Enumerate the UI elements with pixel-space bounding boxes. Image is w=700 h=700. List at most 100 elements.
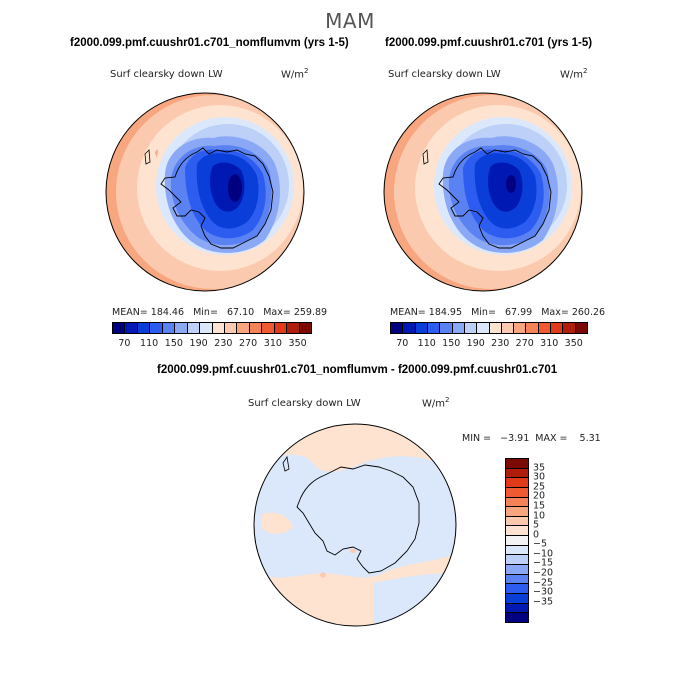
colorbar-tick-label: −5 [533,538,548,550]
colorbar-tick-label: 230 [491,338,510,349]
panel1-stats: MEAN= 184.46 Min= 67.10 Max= 259.89 [112,307,328,318]
colorbar-tick-label: 190 [466,338,485,349]
colorbar-tick-label: 350 [288,338,307,349]
colorbar-swatch [287,323,300,333]
panel1-colorbar [112,322,312,334]
colorbar-swatch [538,323,552,333]
colorbar-swatch [526,323,539,333]
colorbar-tick-label: 270 [515,338,534,349]
colorbar-swatch [237,323,250,333]
diff-polar-map [253,423,457,627]
colorbar-swatch [575,323,587,333]
colorbar-tick-label: 70 [396,338,409,349]
colorbar-swatch [506,487,528,498]
colorbar-tick-label: −30 [533,586,554,598]
colorbar-tick-label: −10 [533,548,554,560]
colorbar-swatch [440,323,453,333]
panel2-colorbar [390,322,588,334]
colorbar-swatch [113,323,126,333]
colorbar-swatch [506,459,528,469]
colorbar-swatch [274,323,288,333]
colorbar-swatch [506,478,528,488]
diff-colorbar-ticks: 35 30 25 20 15 10 5 0 −5 −10 −15 −20 −25 −30 −35 [533,458,573,623]
panel2-stats: MEAN= 184.95 Min= 67.99 Max= 260.26 [390,307,606,318]
colorbar-tick-label: 110 [417,338,436,349]
diff-stats: MIN = −3.91 MAX = 5.31 [462,433,601,444]
colorbar-swatch [506,468,528,479]
colorbar-swatch [150,323,163,333]
colorbar-swatch [501,323,515,333]
colorbar-swatch [489,323,502,333]
colorbar-tick-label: 25 [533,481,546,493]
colorbar-swatch [506,574,528,585]
panel2-polar-map [383,92,583,292]
colorbar-tick-label: 310 [263,338,282,349]
colorbar-tick-label: 310 [540,338,559,349]
colorbar-tick-label: −20 [533,567,554,579]
colorbar-tick-label: 30 [533,471,546,483]
diff-variable: Surf clearsky down LW [248,398,361,409]
colorbar-swatch [506,497,528,508]
colorbar-swatch [262,323,275,333]
panel1-title: f2000.099.pmf.cuushr01.c701_nomflumvm (y… [70,37,349,49]
colorbar-swatch [403,323,416,333]
colorbar-tick-label: −25 [533,577,554,589]
colorbar-tick-label: 350 [564,338,583,349]
colorbar-swatch [187,323,201,333]
colorbar-tick-label: 70 [118,338,131,349]
colorbar-swatch [506,555,528,566]
panel2-title: f2000.099.pmf.cuushr01.c701 (yrs 1-5) [385,37,593,49]
colorbar-swatch [551,323,564,333]
colorbar-swatch [563,323,576,333]
colorbar-swatch [299,323,311,333]
colorbar-tick-label: 10 [533,510,546,522]
colorbar-swatch [224,323,238,333]
panel1-variable: Surf clearsky down LW [110,69,223,80]
colorbar-tick-label: 15 [533,500,546,512]
colorbar-swatch [125,323,138,333]
colorbar-swatch [200,323,213,333]
colorbar-swatch [477,323,490,333]
colorbar-tick-label: 190 [189,338,208,349]
panel1-units: W/m2 [281,67,309,81]
colorbar-swatch [212,323,225,333]
colorbar-swatch [464,323,478,333]
colorbar-swatch [506,593,528,604]
colorbar-swatch [506,613,528,622]
colorbar-swatch [506,584,528,594]
season-title: MAM [325,9,375,33]
colorbar-tick-label: 230 [214,338,233,349]
colorbar-swatch [415,323,428,333]
colorbar-swatch [506,507,528,517]
panel2-units: W/m2 [560,67,588,81]
colorbar-tick-label: 150 [442,338,461,349]
colorbar-tick-label: 0 [533,529,540,541]
colorbar-tick-label: 20 [533,490,546,502]
colorbar-tick-label: 150 [164,338,183,349]
colorbar-swatch [137,323,151,333]
colorbar-swatch [452,323,465,333]
diff-units: W/m2 [422,396,450,410]
colorbar-swatch [506,516,528,527]
colorbar-tick-label: 5 [533,519,540,531]
diff-colorbar [505,458,529,623]
colorbar-tick-label: −35 [533,596,554,608]
diff-title: f2000.099.pmf.cuushr01.c701_nomflumvm - … [157,364,558,376]
colorbar-swatch [506,526,528,537]
colorbar-swatch [514,323,527,333]
colorbar-swatch [175,323,188,333]
colorbar-swatch [506,565,528,575]
colorbar-tick-label: 270 [239,338,258,349]
colorbar-swatch [162,323,176,333]
colorbar-swatch [249,323,263,333]
colorbar-swatch [391,323,404,333]
colorbar-tick-label: −15 [533,557,554,569]
colorbar-swatch [506,536,528,546]
panel1-polar-map [105,92,305,292]
colorbar-swatch [506,545,528,556]
panel2-variable: Surf clearsky down LW [388,69,501,80]
colorbar-swatch [427,323,441,333]
colorbar-tick-label: 35 [533,462,546,474]
colorbar-swatch [506,603,528,614]
colorbar-tick-label: 110 [140,338,159,349]
